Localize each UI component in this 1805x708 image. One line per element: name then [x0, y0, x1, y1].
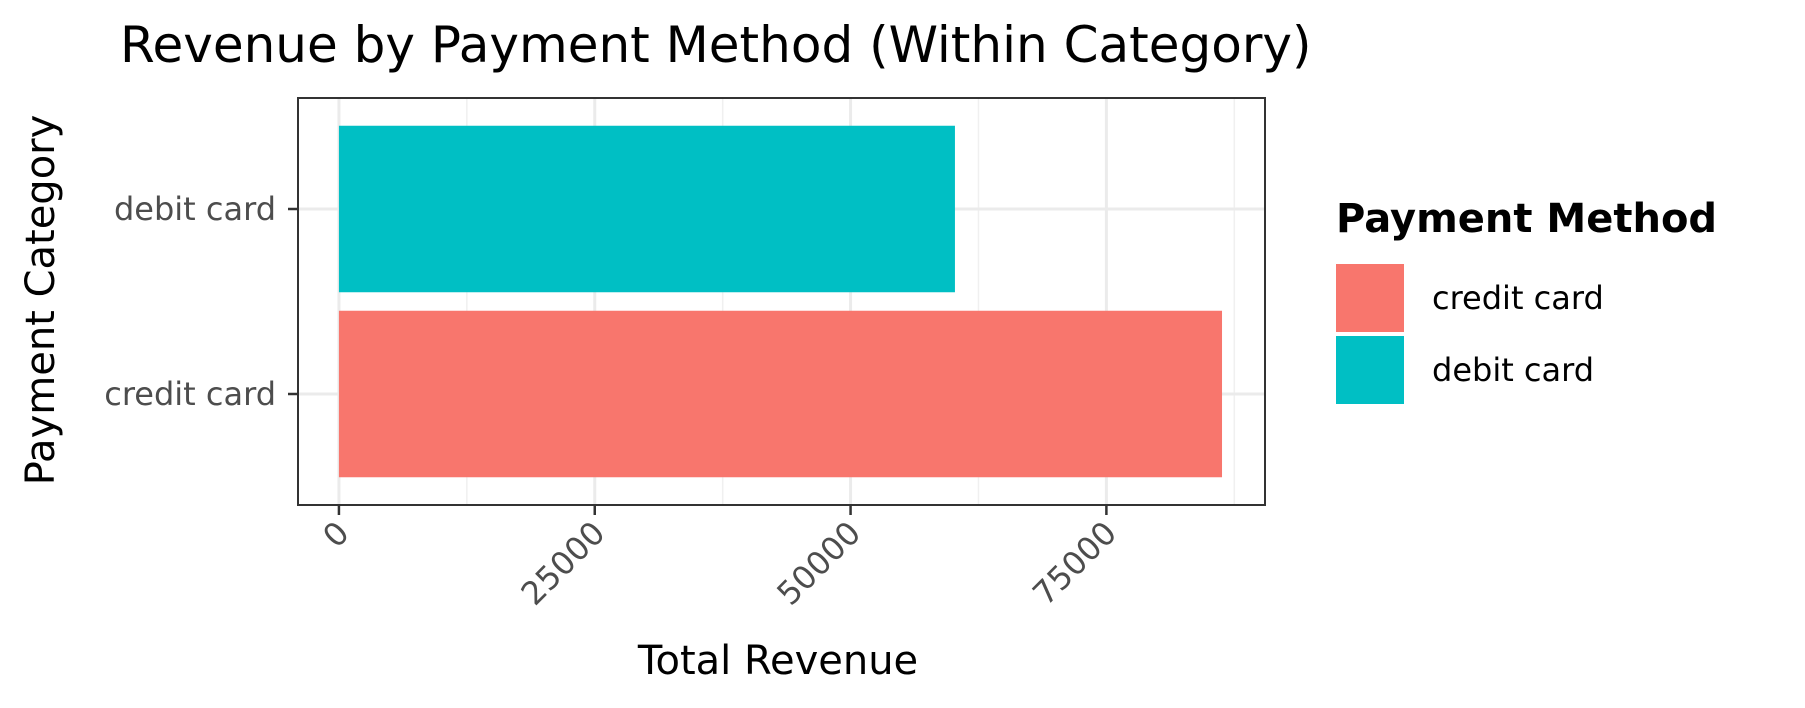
- y-axis: credit card debit card: [104, 190, 298, 413]
- legend-key-debit-card: [1336, 336, 1404, 404]
- legend-key-credit-card: [1336, 264, 1404, 332]
- panel-border-rect: [297, 97, 1266, 506]
- legend: Payment Method credit card debit card: [1336, 196, 1717, 404]
- y-tick-label: debit card: [114, 190, 276, 228]
- x-tick-label: 50000: [769, 514, 868, 613]
- legend-label: credit card: [1432, 279, 1604, 317]
- x-tick-label: 25000: [514, 514, 613, 613]
- bars: [338, 125, 1223, 478]
- x-axis-title: Total Revenue: [637, 638, 918, 684]
- y-axis-title: Payment Category: [18, 115, 64, 486]
- bar-debit-card: [338, 125, 955, 293]
- legend-title: Payment Method: [1336, 196, 1717, 242]
- bar-credit-card: [338, 310, 1223, 478]
- chart-title: Revenue by Payment Method (Within Catego…: [120, 16, 1311, 74]
- y-tick-label: credit card: [104, 375, 276, 413]
- x-axis: 0 25000 50000 75000: [315, 505, 1124, 613]
- panel-border: [297, 97, 1266, 506]
- legend-label: debit card: [1432, 351, 1594, 389]
- x-tick-label: 0: [315, 514, 356, 555]
- x-tick-label: 75000: [1025, 514, 1124, 613]
